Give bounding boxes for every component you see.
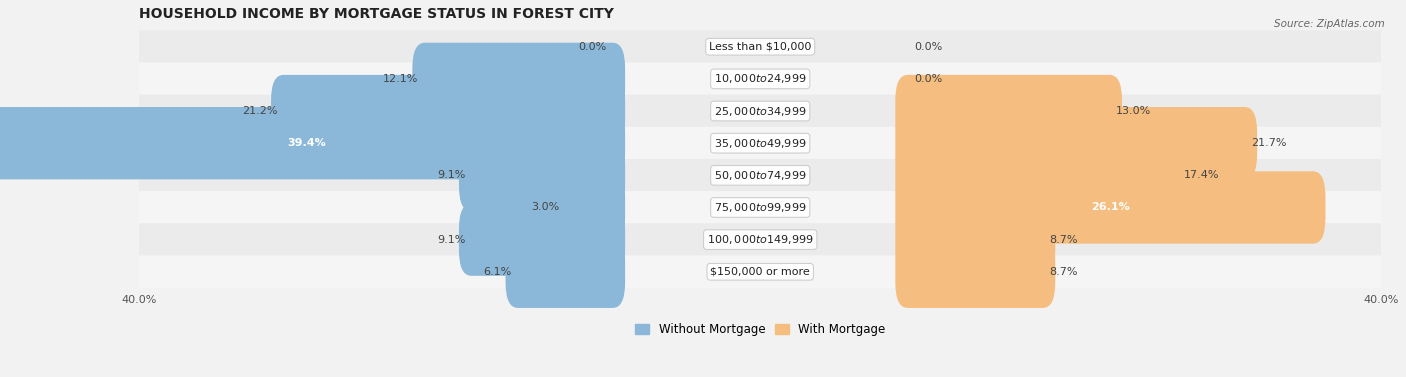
- Text: 0.0%: 0.0%: [578, 42, 606, 52]
- Text: 13.0%: 13.0%: [1116, 106, 1152, 116]
- Text: 8.7%: 8.7%: [1049, 234, 1077, 245]
- Text: HOUSEHOLD INCOME BY MORTGAGE STATUS IN FOREST CITY: HOUSEHOLD INCOME BY MORTGAGE STATUS IN F…: [139, 7, 614, 21]
- Text: 39.4%: 39.4%: [287, 138, 326, 148]
- FancyBboxPatch shape: [139, 30, 1382, 63]
- FancyBboxPatch shape: [896, 139, 1191, 211]
- Text: $10,000 to $24,999: $10,000 to $24,999: [714, 72, 807, 85]
- FancyBboxPatch shape: [139, 159, 1382, 192]
- FancyBboxPatch shape: [271, 75, 626, 147]
- Text: 8.7%: 8.7%: [1049, 267, 1077, 277]
- FancyBboxPatch shape: [896, 75, 1122, 147]
- FancyBboxPatch shape: [139, 127, 1382, 159]
- Text: $25,000 to $34,999: $25,000 to $34,999: [714, 104, 807, 118]
- FancyBboxPatch shape: [139, 255, 1382, 288]
- Text: Source: ZipAtlas.com: Source: ZipAtlas.com: [1274, 19, 1385, 29]
- Text: 26.1%: 26.1%: [1091, 202, 1130, 213]
- Text: 17.4%: 17.4%: [1184, 170, 1219, 180]
- FancyBboxPatch shape: [458, 139, 626, 211]
- Text: Less than $10,000: Less than $10,000: [709, 42, 811, 52]
- Text: 21.2%: 21.2%: [242, 106, 277, 116]
- FancyBboxPatch shape: [458, 204, 626, 276]
- Text: $150,000 or more: $150,000 or more: [710, 267, 810, 277]
- FancyBboxPatch shape: [506, 236, 626, 308]
- Text: $75,000 to $99,999: $75,000 to $99,999: [714, 201, 807, 214]
- Legend: Without Mortgage, With Mortgage: Without Mortgage, With Mortgage: [630, 319, 890, 341]
- Text: 0.0%: 0.0%: [914, 74, 942, 84]
- FancyBboxPatch shape: [896, 107, 1257, 179]
- Text: 21.7%: 21.7%: [1251, 138, 1286, 148]
- FancyBboxPatch shape: [139, 95, 1382, 127]
- Text: $35,000 to $49,999: $35,000 to $49,999: [714, 137, 807, 150]
- Text: 6.1%: 6.1%: [484, 267, 512, 277]
- Text: 3.0%: 3.0%: [531, 202, 560, 213]
- FancyBboxPatch shape: [896, 171, 1326, 244]
- Text: $50,000 to $74,999: $50,000 to $74,999: [714, 169, 807, 182]
- Text: 9.1%: 9.1%: [437, 170, 465, 180]
- FancyBboxPatch shape: [896, 204, 1056, 276]
- FancyBboxPatch shape: [554, 171, 626, 244]
- FancyBboxPatch shape: [896, 236, 1056, 308]
- FancyBboxPatch shape: [139, 63, 1382, 95]
- Text: 9.1%: 9.1%: [437, 234, 465, 245]
- FancyBboxPatch shape: [139, 223, 1382, 256]
- Text: $100,000 to $149,999: $100,000 to $149,999: [707, 233, 814, 246]
- FancyBboxPatch shape: [139, 191, 1382, 224]
- FancyBboxPatch shape: [0, 107, 626, 179]
- Text: 12.1%: 12.1%: [384, 74, 419, 84]
- Text: 0.0%: 0.0%: [914, 42, 942, 52]
- FancyBboxPatch shape: [412, 43, 626, 115]
